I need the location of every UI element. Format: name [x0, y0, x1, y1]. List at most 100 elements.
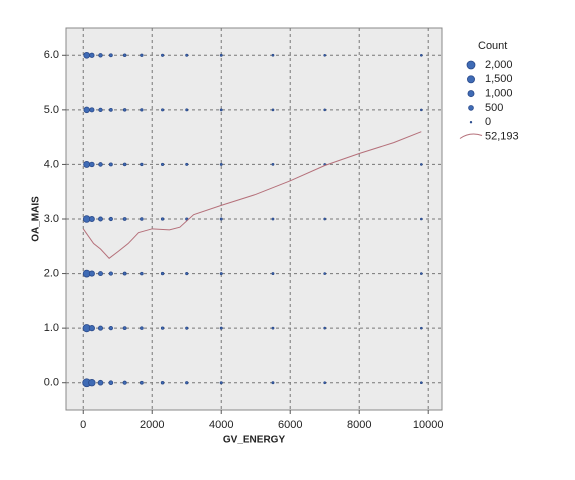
- x-axis-label: GV_ENERGY: [223, 435, 286, 446]
- y-tick-label: 0.0: [44, 377, 59, 389]
- bubble: [97, 379, 104, 386]
- bubble: [219, 381, 223, 385]
- bubble: [122, 217, 127, 221]
- bubble: [98, 53, 103, 58]
- bubble: [219, 326, 223, 330]
- bubble: [271, 163, 275, 166]
- bubble: [323, 108, 327, 112]
- legend-line: [459, 133, 483, 139]
- bubble: [98, 216, 103, 222]
- bubble: [140, 271, 144, 276]
- bubble: [323, 326, 327, 330]
- legend-label: 1,000: [485, 88, 513, 100]
- bubble: [420, 163, 423, 166]
- bubble: [271, 53, 275, 57]
- y-tick-label: 4.0: [44, 158, 59, 170]
- bubble: [420, 272, 423, 275]
- bubble: [219, 272, 223, 276]
- legend-bubble: [466, 60, 476, 70]
- bubble: [185, 326, 189, 330]
- bubble: [271, 272, 275, 275]
- bubble: [419, 381, 423, 385]
- x-tick-label: 2000: [140, 419, 164, 431]
- bubble: [219, 217, 223, 221]
- bubble: [160, 162, 165, 167]
- y-tick-label: 6.0: [44, 49, 59, 61]
- y-tick-label: 1.0: [44, 322, 59, 334]
- bubble: [219, 108, 223, 112]
- legend-title: Count: [478, 40, 507, 52]
- bubble: [420, 108, 423, 112]
- bubble: [323, 272, 327, 275]
- fit-line: [82, 131, 422, 259]
- bubble: [88, 379, 96, 387]
- bubble: [160, 326, 165, 330]
- bubble: [122, 108, 127, 112]
- bubble: [88, 216, 95, 222]
- bubble: [420, 217, 423, 221]
- x-tick-label: 6000: [278, 419, 302, 431]
- bubble: [108, 271, 113, 276]
- legend-label: 1,500: [485, 73, 513, 85]
- legend-label: 0: [485, 116, 491, 128]
- legend-bubble: [468, 105, 474, 111]
- legend-label: 500: [485, 102, 503, 114]
- bubble: [323, 53, 327, 57]
- legend-label: 52,193: [485, 130, 519, 142]
- bubble: [160, 217, 165, 221]
- bubble: [108, 216, 113, 222]
- bubble: [219, 163, 223, 166]
- bubble: [140, 380, 144, 385]
- bubble: [108, 162, 113, 167]
- bubble: [161, 53, 165, 57]
- bubble: [323, 217, 327, 221]
- bubble: [108, 107, 113, 112]
- bubble: [88, 325, 95, 332]
- bubble: [83, 160, 91, 168]
- y-tick-label: 2.0: [44, 267, 59, 279]
- bubble: [185, 381, 189, 385]
- bubble: [122, 53, 127, 58]
- bubble: [88, 270, 95, 277]
- bubble: [140, 326, 144, 330]
- bubble: [271, 108, 275, 112]
- x-tick-label: 8000: [347, 419, 371, 431]
- bubble: [98, 162, 103, 167]
- x-tick-label: 10000: [413, 419, 444, 431]
- bubble: [185, 108, 189, 112]
- legend-bubble: [467, 90, 475, 98]
- legend-label: 2,000: [485, 59, 513, 71]
- bubble: [160, 271, 165, 276]
- x-tick-label: 4000: [209, 419, 233, 431]
- bubble: [271, 326, 275, 330]
- bubble: [140, 217, 144, 221]
- bubble: [140, 108, 144, 112]
- bubble: [185, 162, 189, 166]
- bubble: [122, 380, 127, 385]
- legend-bubble: [467, 75, 475, 84]
- bubble: [89, 107, 95, 113]
- bubble: [108, 326, 113, 331]
- bubble: [420, 326, 423, 330]
- bubble: [122, 162, 127, 167]
- bubble: [185, 272, 189, 276]
- bubble: [323, 381, 327, 385]
- y-tick-label: 5.0: [44, 104, 59, 116]
- bubble: [97, 325, 104, 331]
- legend-bubble: [469, 120, 473, 124]
- bubble: [122, 326, 127, 331]
- bubble: [108, 380, 114, 386]
- bubble: [98, 107, 103, 113]
- bubble: [89, 161, 95, 168]
- bubble: [83, 106, 90, 114]
- bubble: [140, 53, 144, 57]
- bubble: [185, 217, 189, 221]
- bubble: [122, 271, 127, 276]
- y-axis-label: OA_MAIS: [31, 196, 42, 242]
- bubble: [98, 271, 103, 277]
- x-tick-label: 0: [80, 419, 86, 431]
- bubble: [271, 381, 275, 385]
- bubble: [83, 51, 91, 59]
- bubble: [160, 380, 165, 385]
